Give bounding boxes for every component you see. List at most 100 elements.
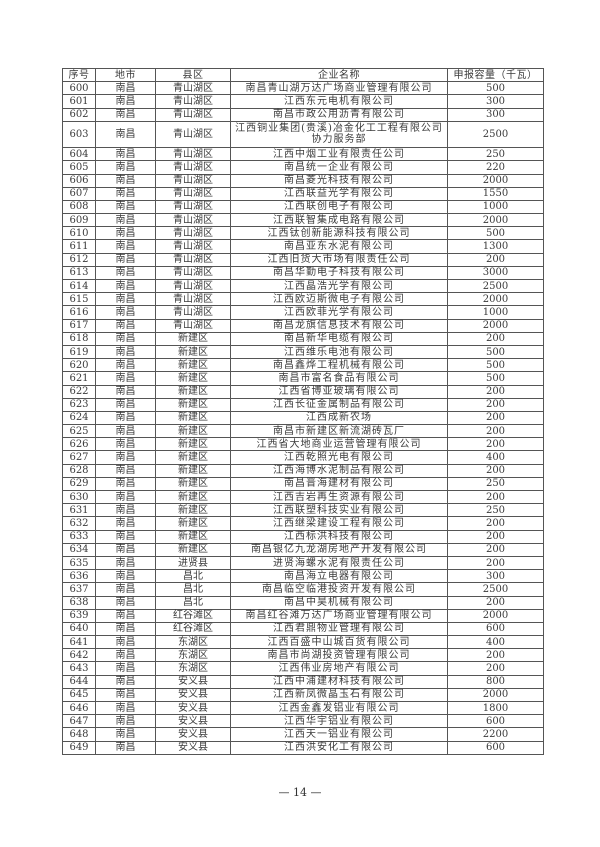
cell-city: 南昌	[95, 687, 156, 703]
table-row: 624 南昌 新建区 江西成新农场 200	[62, 410, 544, 426]
cell-capacity: 500	[447, 226, 544, 241]
cell-city: 南昌	[95, 648, 156, 663]
cell-company: 江西继梁建设工程有限公司	[230, 516, 448, 531]
table-row: 616 南昌 青山湖区 江西欧菲光学有限公司 1000	[62, 305, 544, 320]
cell-index: 637	[62, 582, 96, 597]
cell-company: 南昌市政公用沥青有限公司	[230, 107, 448, 122]
header-capacity: 申报容量（千瓦）	[447, 67, 544, 83]
cell-city: 南昌	[95, 305, 156, 320]
cell-district: 安义县	[155, 674, 231, 689]
cell-city: 南昌	[95, 318, 156, 333]
cell-capacity: 200	[447, 252, 544, 267]
cell-city: 南昌	[95, 424, 156, 439]
cell-district: 新建区	[155, 490, 231, 505]
cell-city: 南昌	[95, 635, 156, 650]
table-row: 615 南昌 青山湖区 江西欧迈斯微电子有限公司 2000	[62, 292, 544, 307]
cell-company: 南昌亚东水泥有限公司	[230, 239, 448, 254]
table-row: 628 南昌 新建区 江西海博水泥制品有限公司 200	[62, 463, 544, 478]
cell-company: 江西联智集成电路有限公司	[230, 213, 448, 228]
table-row: 632 南昌 新建区 江西继梁建设工程有限公司 200	[62, 516, 544, 531]
cell-index: 646	[62, 701, 96, 716]
cell-district: 新建区	[155, 344, 231, 360]
cell-district: 新建区	[155, 437, 231, 452]
cell-capacity: 1800	[447, 701, 544, 716]
cell-index: 647	[62, 714, 96, 729]
cell-index: 618	[62, 331, 96, 346]
cell-company: 南昌海立电器有限公司	[230, 569, 448, 584]
cell-city: 南昌	[95, 490, 156, 505]
table-row: 643 南昌 东湖区 江西伟业房地产有限公司 200	[62, 661, 544, 676]
cell-index: 635	[62, 555, 96, 571]
table-row: 633 南昌 新建区 江西标洪科技有限公司 200	[62, 529, 544, 544]
cell-company: 南昌新华电缆有限公司	[230, 331, 448, 346]
cell-district: 青山湖区	[155, 213, 231, 228]
cell-city: 南昌	[95, 160, 156, 175]
cell-capacity: 600	[447, 714, 544, 729]
cell-index: 612	[62, 252, 96, 267]
cell-index: 631	[62, 503, 96, 518]
cell-city: 南昌	[95, 252, 156, 267]
cell-index: 615	[62, 292, 96, 307]
table-row: 641 南昌 东湖区 江西百盛中山城百货有限公司 400	[62, 635, 544, 650]
table-row: 642 南昌 东湖区 南昌市尚湖投资管理有限公司 200	[62, 648, 544, 663]
table-row: 629 南昌 新建区 南昌晋海建材有限公司 250	[62, 476, 544, 492]
cell-district: 青山湖区	[155, 305, 231, 320]
cell-company: 江西中浦建材科技有限公司	[230, 674, 448, 689]
cell-capacity: 2500	[447, 582, 544, 597]
cell-index: 629	[62, 476, 96, 492]
cell-city: 南昌	[95, 476, 156, 492]
cell-city: 南昌	[95, 279, 156, 294]
cell-city: 南昌	[95, 529, 156, 544]
cell-company: 南昌鑫烨工程机械有限公司	[230, 358, 448, 373]
cell-capacity: 400	[447, 450, 544, 465]
cell-city: 南昌	[95, 714, 156, 729]
table-row: 645 南昌 安义县 江西新凤微晶玉石有限公司 2000	[62, 687, 544, 703]
cell-city: 南昌	[95, 569, 156, 584]
cell-capacity: 2500	[447, 279, 544, 294]
cell-company: 江西天一铝业有限公司	[230, 727, 448, 742]
cell-city: 南昌	[95, 186, 156, 201]
cell-index: 600	[62, 81, 96, 96]
cell-city: 南昌	[95, 81, 156, 96]
cell-district: 新建区	[155, 450, 231, 465]
cell-city: 南昌	[95, 384, 156, 399]
cell-capacity: 2000	[447, 318, 544, 333]
cell-city: 南昌	[95, 410, 156, 426]
cell-company: 南昌龙旗信息技术有限公司	[230, 318, 448, 333]
cell-company: 江西乾照光电有限公司	[230, 450, 448, 465]
cell-city: 南昌	[95, 344, 156, 360]
table-row: 630 南昌 新建区 江西吉岩再生资源有限公司 200	[62, 490, 544, 505]
table-row: 606 南昌 青山湖区 南昌菱光科技有限公司 2000	[62, 173, 544, 188]
cell-district: 青山湖区	[155, 199, 231, 215]
cell-district: 青山湖区	[155, 120, 231, 149]
cell-capacity: 200	[447, 661, 544, 676]
table-row: 617 南昌 青山湖区 南昌龙旗信息技术有限公司 2000	[62, 318, 544, 333]
table-row: 618 南昌 新建区 南昌新华电缆有限公司 200	[62, 331, 544, 346]
cell-district: 进贤县	[155, 555, 231, 571]
cell-index: 619	[62, 344, 96, 360]
cell-index: 608	[62, 199, 96, 215]
cell-index: 643	[62, 661, 96, 676]
cell-capacity: 250	[447, 476, 544, 492]
cell-district: 安义县	[155, 687, 231, 703]
cell-capacity: 300	[447, 94, 544, 109]
cell-capacity: 500	[447, 344, 544, 360]
cell-index: 639	[62, 608, 96, 623]
cell-capacity: 200	[447, 555, 544, 571]
cell-index: 606	[62, 173, 96, 188]
cell-capacity: 200	[447, 529, 544, 544]
cell-city: 南昌	[95, 265, 156, 281]
table-row: 601 南昌 青山湖区 江西东元电机有限公司 300	[62, 94, 544, 109]
cell-district: 青山湖区	[155, 252, 231, 267]
table-row: 611 南昌 青山湖区 南昌亚东水泥有限公司 1300	[62, 239, 544, 254]
cell-index: 602	[62, 107, 96, 122]
cell-district: 新建区	[155, 397, 231, 412]
table-row: 636 南昌 昌北 南昌海立电器有限公司 300	[62, 569, 544, 584]
table-row: 648 南昌 安义县 江西天一铝业有限公司 2200	[62, 727, 544, 742]
cell-city: 南昌	[95, 661, 156, 676]
header-city: 地市	[95, 67, 156, 83]
cell-capacity: 2000	[447, 687, 544, 703]
table-row: 639 南昌 红谷滩区 南昌红谷滩万达广场商业管理有限公司 2000	[62, 608, 544, 623]
table-row: 626 南昌 新建区 江西省大地商业运营管理有限公司 200	[62, 437, 544, 452]
cell-capacity: 220	[447, 160, 544, 175]
